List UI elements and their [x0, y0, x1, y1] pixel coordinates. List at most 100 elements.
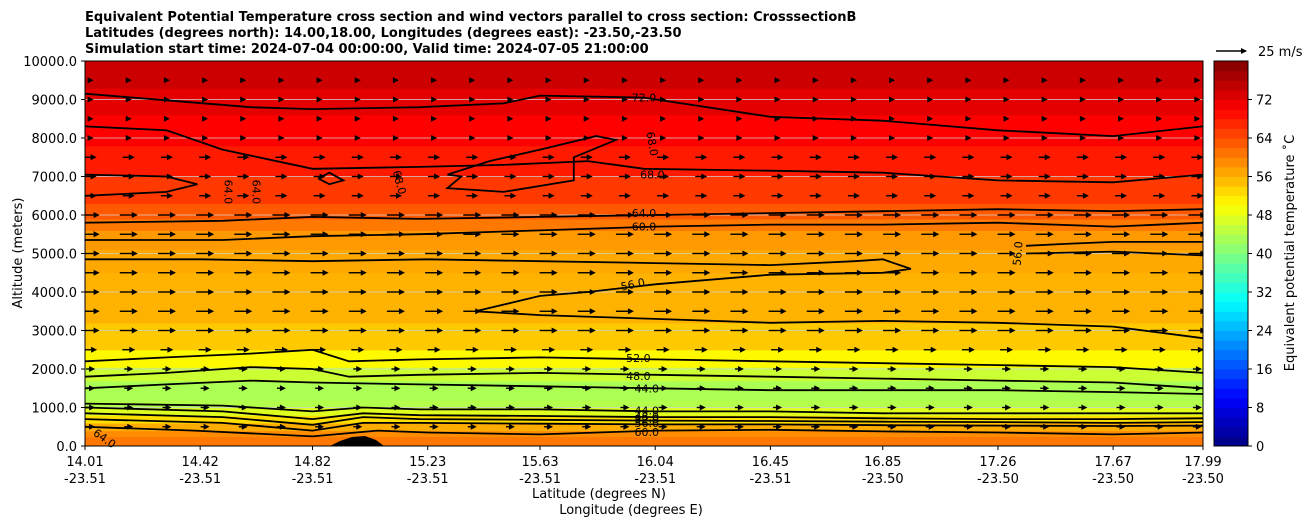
wind-vector [733, 192, 746, 199]
wind-vector [844, 327, 863, 334]
wind-vector [959, 231, 978, 238]
wind-vector [1076, 154, 1089, 161]
wind-vector-head [1047, 327, 1054, 334]
theta-e-band [85, 272, 1203, 324]
wind-vector-head [91, 346, 98, 353]
colorbar-segment [1214, 70, 1248, 81]
contour-label: 56.0 [620, 276, 647, 294]
wind-vector-head [660, 115, 667, 122]
wind-vector [389, 192, 402, 199]
wind-vector [200, 385, 210, 392]
wind-vector [240, 135, 247, 141]
wind-vector-head [1085, 231, 1092, 238]
terrain [330, 436, 384, 446]
wind-vector-head [892, 154, 899, 161]
wind-vector-head [1118, 96, 1125, 103]
wind-vector-head [585, 366, 592, 372]
x-tick-label-latitude: 14.82 [294, 455, 331, 470]
colorbar-segment [1214, 436, 1248, 447]
colorbar-segment [1214, 99, 1248, 110]
wind-vector-head [856, 308, 863, 315]
wind-vector-head [1006, 173, 1013, 180]
wind-vector-head [776, 366, 783, 372]
wind-vector-head [660, 135, 667, 141]
wind-vector-head [933, 308, 940, 315]
contour-line-60 [85, 221, 1203, 241]
wind-vector [883, 212, 902, 218]
wind-vector-head [1003, 115, 1010, 122]
wind-vector-head [895, 289, 902, 295]
wind-vector-head [701, 173, 708, 180]
wind-vector-head [814, 404, 821, 411]
wind-vector-head [856, 250, 863, 257]
wind-vector [392, 135, 399, 141]
wind-vector [1156, 77, 1163, 84]
wind-vector [927, 115, 934, 122]
wind-vector [119, 289, 138, 295]
wind-vector [392, 77, 399, 84]
wind-vector [386, 289, 405, 295]
wind-vector [583, 77, 590, 84]
wind-vector-head [208, 231, 215, 238]
contour-label: 48.0 [635, 411, 660, 424]
x-tick-label-latitude: 17.67 [1095, 455, 1132, 470]
wind-vector-head [742, 269, 749, 276]
wind-vector [85, 308, 100, 315]
wind-vector-head [431, 96, 438, 103]
wind-vector [694, 346, 708, 353]
wind-vector [1003, 96, 1010, 103]
wind-vector-head [93, 250, 100, 257]
colorbar-segment [1214, 253, 1248, 264]
wind-vector [202, 135, 209, 141]
contour-label: 68.0 [640, 169, 665, 182]
wind-vector [811, 404, 821, 411]
wind-vector-head [742, 289, 749, 295]
wind-vector-head [852, 404, 859, 411]
y-tick-label: 4000.0 [32, 286, 78, 301]
wind-vector [1038, 346, 1052, 353]
wind-vector [889, 77, 896, 84]
contour-line-56 [1025, 241, 1203, 247]
wind-vector [806, 231, 825, 238]
wind-vector-head [507, 115, 514, 122]
wind-vector [469, 115, 476, 122]
y-tick-label: 0.0 [56, 440, 77, 455]
contour-label: 52.0 [635, 413, 660, 426]
x-tick-label-longitude: -23.50 [862, 472, 904, 487]
wind-vector [354, 77, 361, 84]
wind-vector [348, 250, 367, 257]
wind-vector [959, 327, 978, 334]
wind-vector [469, 135, 476, 141]
wind-vector-head [927, 135, 934, 141]
wind-vector-head [434, 173, 441, 180]
wind-vector-head [933, 250, 940, 257]
wind-vector-head [356, 366, 363, 372]
wind-vector-head [513, 327, 520, 334]
wind-vector-head [395, 173, 402, 180]
wind-vector-head [551, 231, 558, 238]
wind-vector [1156, 135, 1163, 141]
colorbar-tick-label: 32 [1256, 286, 1273, 301]
wind-vector [1073, 212, 1092, 218]
wind-vector-head [1159, 346, 1166, 353]
wind-vector [1112, 212, 1131, 218]
wind-vector [577, 269, 596, 276]
wind-vector-head [889, 135, 896, 141]
wind-vector-head [394, 366, 401, 372]
wind-vector-head [548, 173, 555, 180]
wind-vector [389, 173, 402, 180]
wind-vector-head [163, 135, 170, 141]
wind-vector-head [437, 269, 444, 276]
wind-vector-head [1197, 192, 1203, 199]
wind-vector [1073, 269, 1092, 276]
wind-vector-head [1009, 327, 1016, 334]
wind-vector [425, 308, 444, 315]
wind-vector-head [1156, 135, 1163, 141]
wind-vector-head [322, 269, 329, 276]
wind-vector [696, 366, 706, 372]
wind-vector-head [1081, 385, 1088, 392]
wind-vector-head [1041, 96, 1048, 103]
wind-vector-head [892, 192, 899, 199]
wind-vector [240, 115, 247, 122]
wind-vector-head [933, 212, 940, 218]
